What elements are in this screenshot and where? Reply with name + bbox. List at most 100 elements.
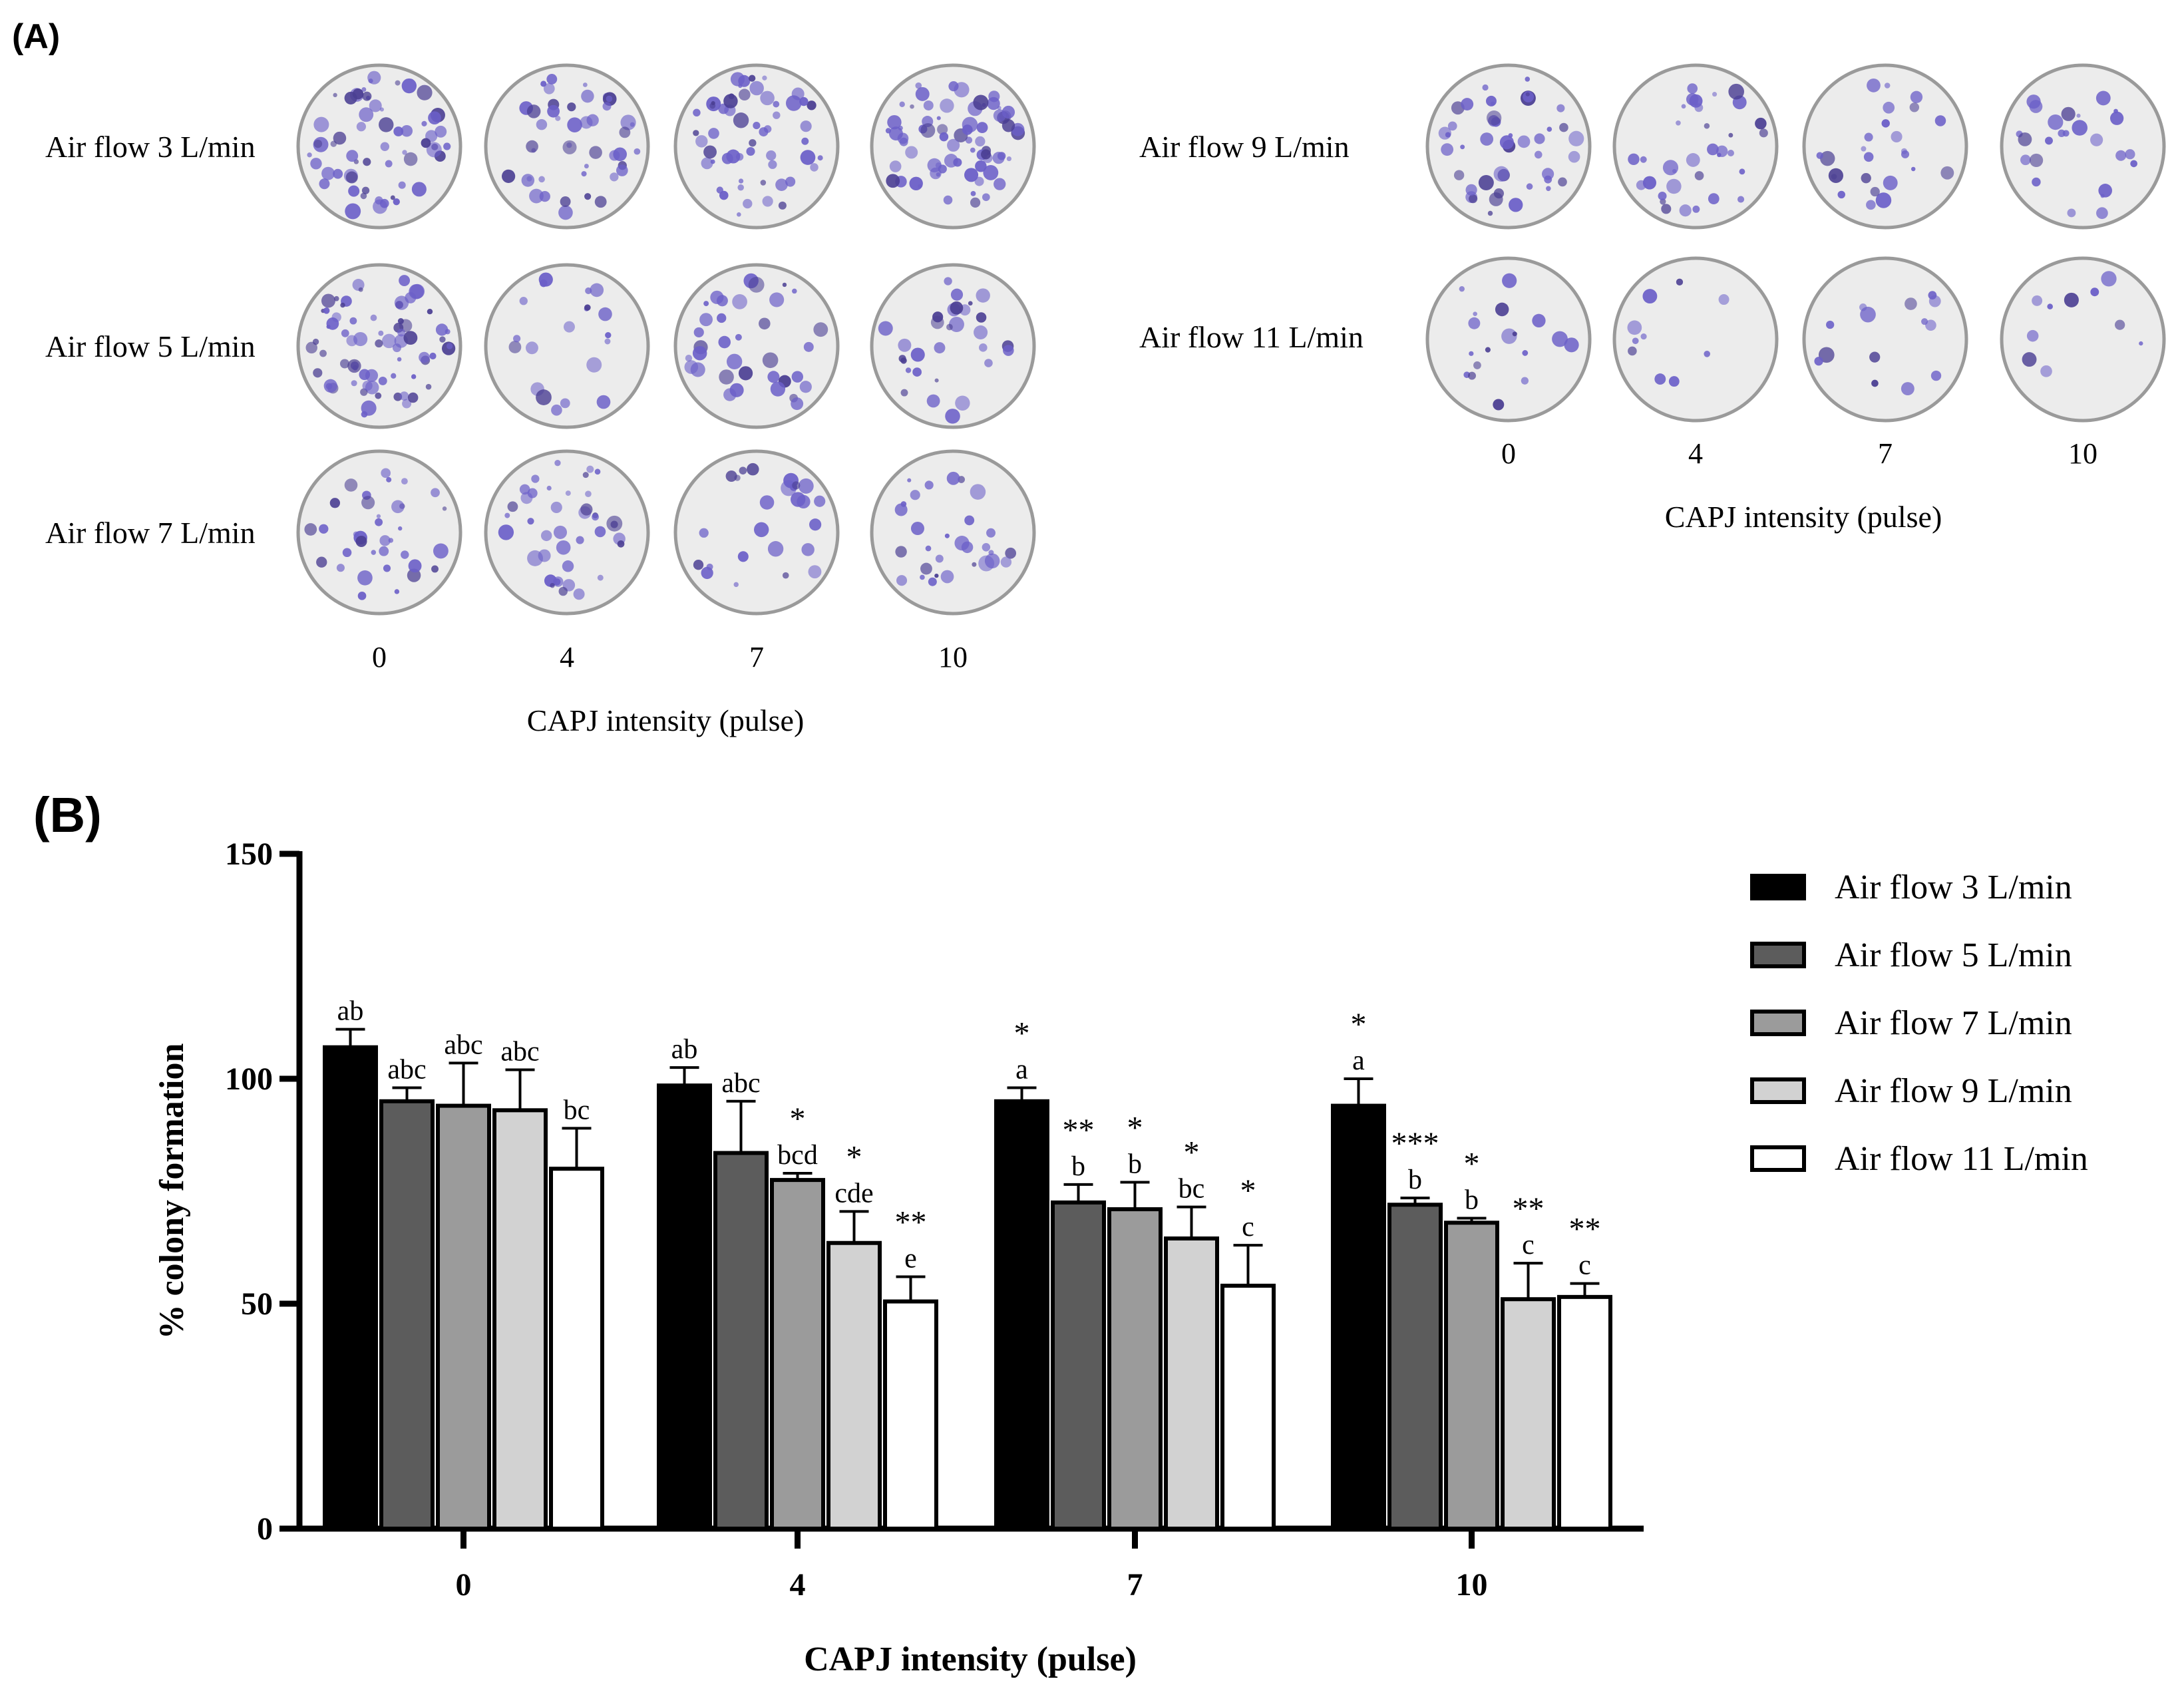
colony <box>1640 333 1647 340</box>
dish-left-r1-c3 <box>673 63 840 230</box>
x-tick-label: 4 <box>790 1567 806 1603</box>
legend-label: Air flow 11 L/min <box>1835 1140 2088 1178</box>
bar <box>1557 1294 1612 1531</box>
colony <box>710 290 724 304</box>
colony <box>1831 174 1837 180</box>
colony <box>693 560 704 570</box>
significance-stars: * <box>1351 1007 1367 1042</box>
colony <box>920 123 936 138</box>
colony <box>1718 294 1729 305</box>
colony <box>993 109 1006 122</box>
colony <box>1534 133 1545 144</box>
colony <box>693 327 704 338</box>
colony <box>380 142 390 151</box>
colony <box>1502 273 1517 288</box>
colony <box>1934 115 1946 126</box>
significance-letter: abc <box>721 1068 760 1099</box>
significance-stars: * <box>1014 1016 1030 1051</box>
colony <box>782 282 787 287</box>
colony <box>717 313 727 323</box>
colony <box>762 352 779 369</box>
colony <box>759 317 771 330</box>
colony <box>944 533 950 538</box>
colony <box>393 126 404 136</box>
colony <box>1459 285 1465 292</box>
colony <box>2029 100 2043 113</box>
panel-a: (A) Air flow 3 L/min Air flow 5 L/min Ai… <box>12 17 2166 737</box>
colony <box>1559 122 1568 132</box>
colony <box>1469 194 1478 204</box>
colony <box>543 83 555 94</box>
colony <box>2072 120 2088 136</box>
significance-letter: c <box>1242 1212 1254 1242</box>
colony <box>701 566 713 580</box>
dish-left-r2-c4 <box>870 263 1036 429</box>
colony <box>361 400 377 416</box>
colony <box>527 550 544 566</box>
colony <box>411 374 417 379</box>
colony <box>2061 106 2076 121</box>
colony <box>907 478 912 482</box>
legend-swatch <box>1750 1077 1806 1104</box>
colony <box>1859 303 1867 311</box>
colony <box>769 292 785 307</box>
colony <box>547 104 560 118</box>
colony <box>560 196 571 207</box>
colony <box>333 168 343 179</box>
colony <box>360 192 367 200</box>
colony <box>383 564 391 572</box>
colony <box>527 518 534 525</box>
colony <box>693 108 701 117</box>
colony <box>408 559 422 573</box>
x-tick-label: 10 <box>1456 1567 1488 1603</box>
colony <box>421 120 427 127</box>
colony <box>2109 111 2124 125</box>
colony <box>1676 278 1684 285</box>
significance-stars: ** <box>1569 1212 1601 1247</box>
colony <box>361 186 370 194</box>
colony <box>962 116 978 133</box>
colony <box>747 463 759 476</box>
colony <box>539 190 550 202</box>
colony <box>526 140 538 153</box>
colony <box>979 343 988 352</box>
colony <box>504 512 510 518</box>
colony <box>970 197 981 208</box>
colony <box>1883 101 1895 114</box>
colony <box>1469 351 1474 356</box>
colony <box>743 198 753 209</box>
colony <box>401 550 409 559</box>
significance-letter: cde <box>834 1178 873 1209</box>
significance-letter: a <box>1015 1055 1028 1085</box>
colony <box>726 353 743 370</box>
colony <box>719 190 729 200</box>
colony <box>2139 341 2143 346</box>
colony <box>616 164 628 176</box>
colony <box>1447 121 1457 131</box>
colony <box>699 313 713 327</box>
bar <box>323 1045 378 1531</box>
dish-plate <box>673 263 840 429</box>
colony <box>381 333 397 349</box>
significance-stars: ** <box>1513 1191 1545 1227</box>
colony <box>896 575 908 586</box>
colony <box>1632 337 1639 345</box>
colony <box>379 546 389 556</box>
colony <box>947 138 960 152</box>
dish-left-r2-c1 <box>296 263 462 429</box>
colony <box>1526 183 1533 190</box>
colony <box>604 338 611 345</box>
colony <box>1668 376 1680 387</box>
colony <box>1473 311 1477 316</box>
colony <box>910 104 914 109</box>
bar <box>770 1178 825 1531</box>
dish-right-r1-c2 <box>1612 63 1779 230</box>
colony <box>976 122 988 134</box>
colony <box>723 94 738 108</box>
legend-label: Air flow 3 L/min <box>1835 868 2072 906</box>
colony <box>900 357 907 364</box>
y-tick-label: 100 <box>225 1061 273 1097</box>
colony <box>540 279 548 287</box>
colony <box>507 501 518 512</box>
colony <box>800 120 812 132</box>
